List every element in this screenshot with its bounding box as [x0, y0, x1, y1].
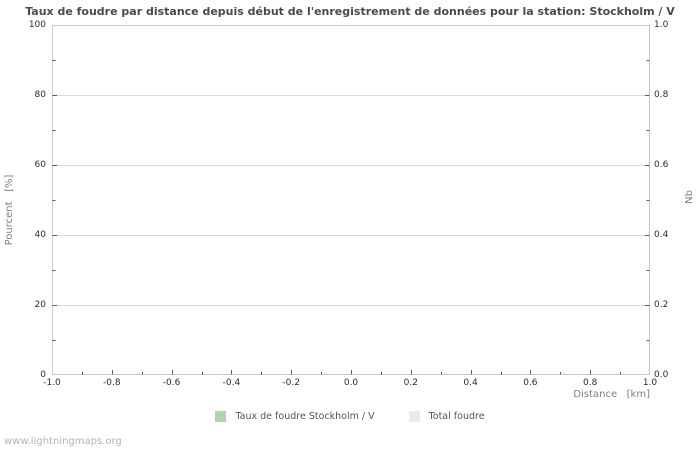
x-tick-label: -0.6	[162, 378, 181, 388]
y-left-tick-label: 100	[28, 20, 46, 30]
y-left-tick-label: 40	[34, 230, 46, 240]
y-right-tick-label: 0.6	[654, 160, 669, 170]
x-tick-label: -0.4	[222, 378, 241, 388]
y-left-tick-label: 80	[34, 90, 46, 100]
plot-frame	[52, 25, 650, 375]
legend-item: Total foudre	[408, 411, 485, 422]
y-left-tick-label: 0	[40, 370, 46, 380]
watermark-text: www.lightningmaps.org	[4, 436, 122, 447]
x-tick-label: 0.2	[403, 378, 418, 388]
legend-swatch	[215, 411, 227, 422]
x-tick-label: -1.0	[43, 378, 61, 388]
legend-label: Total foudre	[428, 411, 485, 422]
y-axis-label-right: Nb	[684, 190, 695, 204]
y-left-tick-label: 60	[34, 160, 46, 170]
x-tick-label: 0.0	[343, 378, 359, 388]
x-tick-label: -0.2	[282, 378, 300, 388]
legend: Taux de foudre Stockholm / V Total foudre	[0, 411, 700, 422]
legend-swatch	[408, 411, 420, 422]
y-right-tick-label: 1.0	[654, 20, 669, 30]
legend-label: Taux de foudre Stockholm / V	[235, 411, 375, 422]
y-left-tick-label: 20	[34, 300, 46, 310]
y-axis-label-left: Pourcent [%]	[4, 174, 15, 246]
x-tick-label: 0.6	[523, 378, 538, 388]
x-axis-label: Distance [km]	[573, 389, 650, 400]
x-tick-label: 0.8	[583, 378, 598, 388]
chart-title: Taux de foudre par distance depuis début…	[25, 5, 675, 18]
x-tick-label: 1.0	[642, 378, 658, 388]
x-tick-label: 0.4	[463, 378, 478, 388]
y-right-tick-label: 0.4	[654, 230, 669, 240]
y-right-tick-label: 0.0	[654, 370, 669, 380]
legend-item: Taux de foudre Stockholm / V	[215, 411, 375, 422]
y-right-tick-label: 0.8	[654, 90, 669, 100]
x-tick-label: -0.8	[103, 378, 121, 388]
y-right-tick-label: 0.2	[654, 300, 669, 310]
